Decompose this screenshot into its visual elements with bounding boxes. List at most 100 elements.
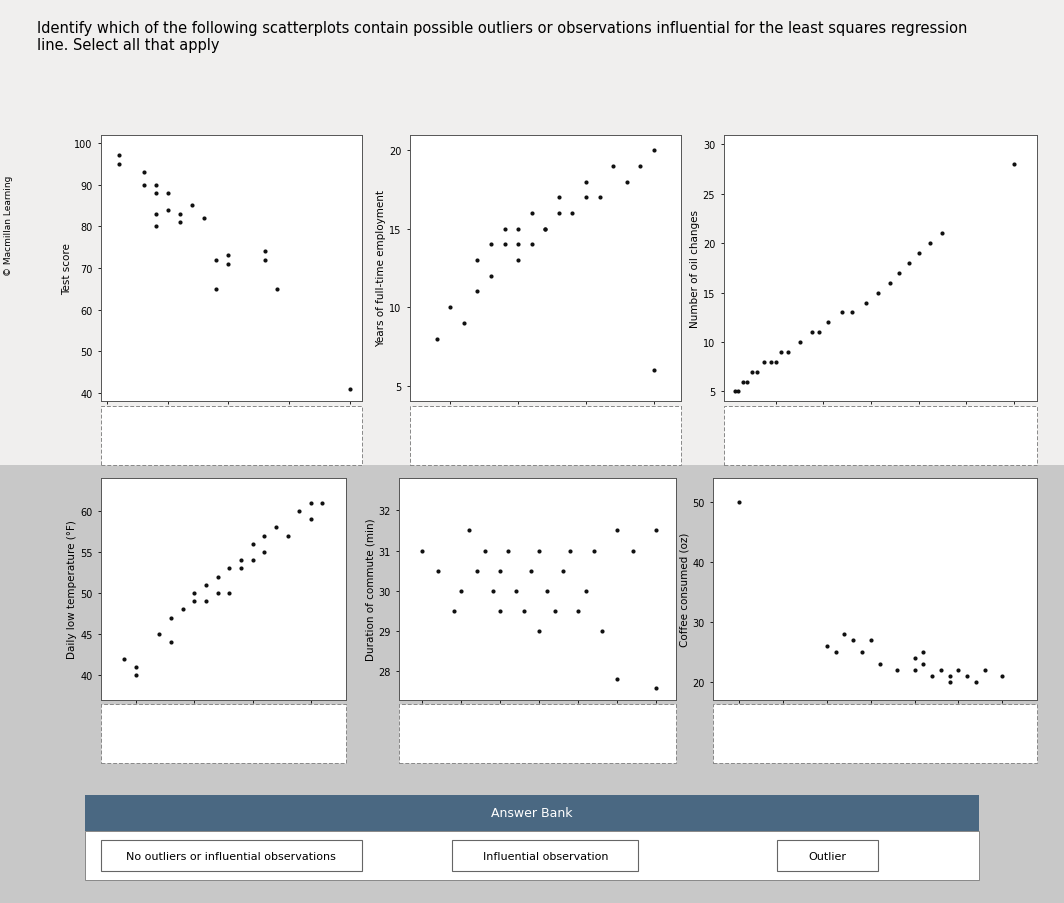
Point [569, 604, 586, 619]
Point [515, 604, 532, 619]
Point [302, 512, 319, 526]
Point [888, 663, 905, 677]
Point [578, 584, 595, 599]
Point [455, 316, 472, 330]
Y-axis label: Years of full-time employment: Years of full-time employment [377, 191, 386, 347]
Point [232, 562, 249, 576]
Point [924, 669, 941, 684]
Point [414, 544, 431, 558]
Point [792, 335, 809, 349]
Point [862, 633, 879, 647]
Point [959, 669, 976, 684]
Point [907, 663, 924, 677]
Text: Identify which of the following scatterplots contain possible outliers or observ: Identify which of the following scatterp… [37, 21, 967, 53]
Point [232, 554, 249, 568]
Point [550, 191, 567, 205]
Point [645, 144, 662, 158]
Point [207, 283, 225, 297]
Y-axis label: Coffee consumed (oz): Coffee consumed (oz) [680, 532, 689, 647]
Point [220, 562, 237, 576]
Point [116, 652, 133, 666]
Point [921, 237, 938, 251]
Point [428, 332, 445, 347]
Point [492, 604, 509, 619]
Point [950, 663, 967, 677]
Point [198, 578, 215, 592]
Point [482, 269, 500, 284]
Point [967, 675, 984, 689]
Point [469, 254, 486, 268]
Point [578, 175, 595, 190]
Point [163, 610, 180, 625]
Y-axis label: Duration of commute (min): Duration of commute (min) [366, 518, 376, 660]
Point [763, 355, 780, 369]
Point [994, 669, 1011, 684]
Point [910, 247, 927, 261]
Point [564, 207, 581, 221]
Point [111, 157, 128, 172]
Point [477, 544, 494, 558]
Point [255, 545, 272, 560]
Point [135, 165, 152, 180]
Point [220, 257, 237, 272]
Point [151, 627, 168, 641]
Point [942, 675, 959, 689]
Point [907, 651, 924, 666]
Point [198, 594, 215, 609]
Point [256, 245, 273, 259]
X-axis label: Distance driven (mi): Distance driven (mi) [827, 424, 934, 433]
Point [1005, 158, 1023, 172]
Point [147, 208, 164, 222]
Point [147, 219, 164, 234]
Point [290, 504, 307, 518]
Point [609, 673, 626, 687]
Point [510, 222, 527, 237]
Point [256, 253, 273, 267]
Point [279, 529, 296, 544]
Point [171, 216, 188, 230]
Y-axis label: Number of oil changes: Number of oil changes [689, 209, 700, 328]
Point [836, 627, 853, 641]
Point [482, 237, 500, 252]
Point [536, 222, 553, 237]
Point [492, 563, 509, 578]
Point [174, 602, 192, 617]
Point [632, 160, 649, 174]
Point [220, 249, 237, 264]
Point [523, 207, 541, 221]
X-axis label: Age (years): Age (years) [515, 424, 576, 434]
Point [128, 660, 145, 675]
Text: © Macmillan Learning: © Macmillan Learning [4, 175, 13, 276]
Point [196, 211, 213, 226]
Point [111, 149, 128, 163]
Point [186, 586, 203, 600]
Point [220, 586, 237, 600]
Point [186, 594, 203, 609]
Point [147, 187, 164, 201]
Point [648, 681, 665, 695]
Point [523, 563, 541, 578]
Point [531, 624, 548, 638]
Point [445, 604, 462, 619]
Point [267, 520, 284, 535]
Point [818, 638, 835, 653]
Point [645, 363, 662, 377]
Point [932, 663, 949, 677]
Point [160, 187, 177, 201]
Point [744, 365, 761, 379]
Point [738, 375, 755, 389]
X-axis label: Price of gasoline ($/gal): Price of gasoline ($/gal) [476, 722, 599, 732]
Point [469, 285, 486, 300]
Point [160, 203, 177, 218]
Point [207, 253, 225, 267]
Point [869, 286, 886, 301]
Point [550, 207, 567, 221]
Point [538, 584, 555, 599]
Point [844, 306, 861, 321]
Point [977, 663, 994, 677]
Point [810, 326, 827, 340]
Point [453, 584, 470, 599]
Point [858, 296, 875, 311]
Point [767, 355, 784, 369]
Point [508, 584, 525, 599]
